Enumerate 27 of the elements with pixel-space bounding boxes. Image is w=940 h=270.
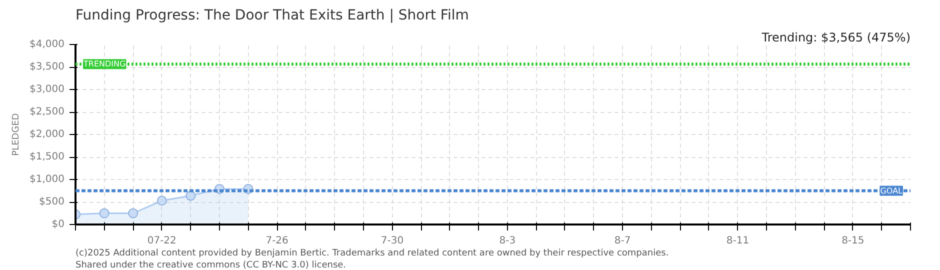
x-tick-label: 07-22 <box>147 236 176 246</box>
chart-title: Funding Progress: The Door That Exits Earth | Short Film <box>76 8 469 24</box>
y-tick-label: $2,500 <box>30 106 65 118</box>
y-tick-label: $4,000 <box>30 39 65 50</box>
text: Trending: $3,565 (475%) <box>760 30 911 44</box>
x-tick-label: 7-30 <box>380 236 404 246</box>
y-tick-label: $3,000 <box>30 84 65 95</box>
point <box>156 196 167 206</box>
ref-line-label: GOAL <box>880 186 904 196</box>
text: Shared under the creative commons (CC BY-NC 3.0) license. <box>76 260 346 270</box>
x-tick-label: 7-26 <box>266 236 288 246</box>
y-tick-label: $500 <box>39 196 65 208</box>
text: (c)2025 Additional content provided by Benjamin Bertic. Trademarks and related content are owned by their respective companies. <box>76 248 669 258</box>
y-tick-label: $2,000 <box>30 129 65 140</box>
y-tick-label: $1,000 <box>30 174 65 185</box>
point <box>99 208 110 218</box>
point <box>128 208 138 218</box>
y-tick-label: $1,500 <box>30 152 65 162</box>
x-tick-label: 8-11 <box>726 236 750 246</box>
point <box>186 190 196 201</box>
ref-line-label: TRENDING <box>82 60 126 69</box>
y-tick-label: $0 <box>52 219 65 230</box>
x-tick-label: 8-3 <box>499 236 516 246</box>
x-tick-label: 8-7 <box>614 236 631 246</box>
y-tick-label: $3,500 <box>30 62 65 72</box>
x-tick-label: 8-15 <box>842 236 864 246</box>
y-axis-title: PLEDGED <box>12 113 22 156</box>
